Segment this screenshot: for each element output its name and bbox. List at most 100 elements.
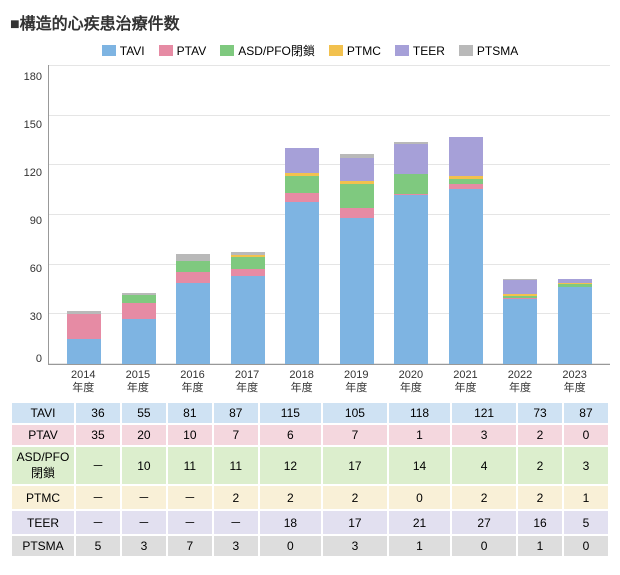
bar-segment-TAVI <box>394 195 428 364</box>
table-cell: 11 <box>167 446 213 485</box>
y-axis: 1801501209060300 <box>10 65 48 365</box>
bar-segment-PTAV <box>285 193 319 201</box>
table-cell: 3 <box>121 535 167 557</box>
table-row: TEER－－－－18172127165 <box>11 510 609 535</box>
table-cell: 2 <box>322 485 388 510</box>
table-cell: 1 <box>388 424 451 446</box>
table-cell: 115 <box>259 402 322 424</box>
table-cell: 3 <box>322 535 388 557</box>
ytick: 90 <box>30 215 42 227</box>
bar-segment-PTSMA <box>176 254 210 261</box>
bar-column <box>166 65 221 364</box>
row-header: PTMC <box>11 485 75 510</box>
xtick: 2014年度 <box>56 365 111 395</box>
bar-segment-ASDPFO <box>122 295 156 303</box>
bar-segment-TAVI <box>558 287 592 364</box>
table-cell: 6 <box>259 424 322 446</box>
row-header: TEER <box>11 510 75 535</box>
legend-label: PTAV <box>177 44 207 58</box>
table-cell: 105 <box>322 402 388 424</box>
ytick: 60 <box>30 263 42 275</box>
plot-area <box>48 65 610 365</box>
bar-segment-PTAV <box>176 272 210 282</box>
legend-item-PTMC: PTMC <box>329 42 381 59</box>
table-cell: 20 <box>121 424 167 446</box>
table-cell: 7 <box>213 424 259 446</box>
bar-segment-TAVI <box>67 339 101 364</box>
ytick: 30 <box>30 311 42 323</box>
bar-segment-PTAV <box>231 269 265 276</box>
bars <box>49 65 610 364</box>
row-header: PTAV <box>11 424 75 446</box>
legend: TAVIPTAVASD/PFO閉鎖PTMCTEERPTSMA <box>10 42 610 59</box>
bar-segment-ASDPFO <box>285 176 319 193</box>
legend-label: ASD/PFO閉鎖 <box>238 42 315 59</box>
bar-stack <box>285 110 319 364</box>
table-row: TAVI365581871151051181217387 <box>11 402 609 424</box>
bar-segment-TEER <box>340 158 374 182</box>
table-cell: － <box>167 485 213 510</box>
table-cell: 7 <box>322 424 388 446</box>
table-cell: 3 <box>563 446 609 485</box>
bar-column <box>275 65 330 364</box>
table-cell: 21 <box>388 510 451 535</box>
table-cell: 118 <box>388 402 451 424</box>
table-cell: 81 <box>167 402 213 424</box>
bar-stack <box>231 181 265 364</box>
table-cell: 36 <box>75 402 121 424</box>
legend-item-PTSMA: PTSMA <box>459 42 518 59</box>
bar-segment-TAVI <box>449 189 483 364</box>
bar-segment-ASDPFO <box>231 257 265 268</box>
bar-stack <box>122 218 156 364</box>
bar-column <box>493 65 548 364</box>
bar-segment-PTAV <box>340 208 374 218</box>
xtick: 2016年度 <box>165 365 220 395</box>
legend-item-TEER: TEER <box>395 42 445 59</box>
bar-segment-TAVI <box>503 299 537 364</box>
table-cell: － <box>167 510 213 535</box>
xtick: 2023年度 <box>547 365 602 395</box>
legend-item-ASDPFO: ASD/PFO閉鎖 <box>220 42 315 59</box>
row-header: ASD/PFO閉鎖 <box>11 446 75 485</box>
bar-column <box>57 65 112 364</box>
table-cell: － <box>121 510 167 535</box>
table-cell: 0 <box>563 424 609 446</box>
bar-segment-TEER <box>394 144 428 174</box>
table-cell: 87 <box>213 402 259 424</box>
table-row: PTSMA5373031010 <box>11 535 609 557</box>
bar-stack <box>340 113 374 364</box>
table-cell: 0 <box>388 485 451 510</box>
table-cell: － <box>75 510 121 535</box>
table-cell: 0 <box>259 535 322 557</box>
table-cell: － <box>75 485 121 510</box>
table-cell: 4 <box>451 446 517 485</box>
table-cell: 10 <box>167 424 213 446</box>
bar-segment-TAVI <box>231 276 265 364</box>
xtick: 2017年度 <box>220 365 275 395</box>
bar-column <box>330 65 385 364</box>
table-cell: 3 <box>213 535 259 557</box>
bar-column <box>439 65 494 364</box>
xtick: 2021年度 <box>438 365 493 395</box>
table-cell: 2 <box>259 485 322 510</box>
table-cell: － <box>213 510 259 535</box>
bar-segment-PTAV <box>67 314 101 339</box>
legend-label: TEER <box>413 44 445 58</box>
legend-swatch <box>395 45 409 56</box>
legend-item-PTAV: PTAV <box>159 42 207 59</box>
xtick: 2020年度 <box>384 365 439 395</box>
legend-swatch <box>329 45 343 56</box>
data-table: TAVI365581871151051181217387PTAV35201076… <box>10 401 610 558</box>
bar-column <box>112 65 167 364</box>
chart-title: ■構造的心疾患治療件数 <box>10 10 610 34</box>
table-cell: 16 <box>517 510 563 535</box>
bar-segment-ASDPFO <box>176 261 210 272</box>
table-row: ASD/PFO閉鎖－101111121714423 <box>11 446 609 485</box>
table-cell: 2 <box>517 424 563 446</box>
table-cell: 1 <box>388 535 451 557</box>
bar-stack <box>176 183 210 364</box>
bar-stack <box>67 238 101 364</box>
table-cell: 5 <box>563 510 609 535</box>
table-cell: 87 <box>563 402 609 424</box>
table-row: PTAV3520107671320 <box>11 424 609 446</box>
